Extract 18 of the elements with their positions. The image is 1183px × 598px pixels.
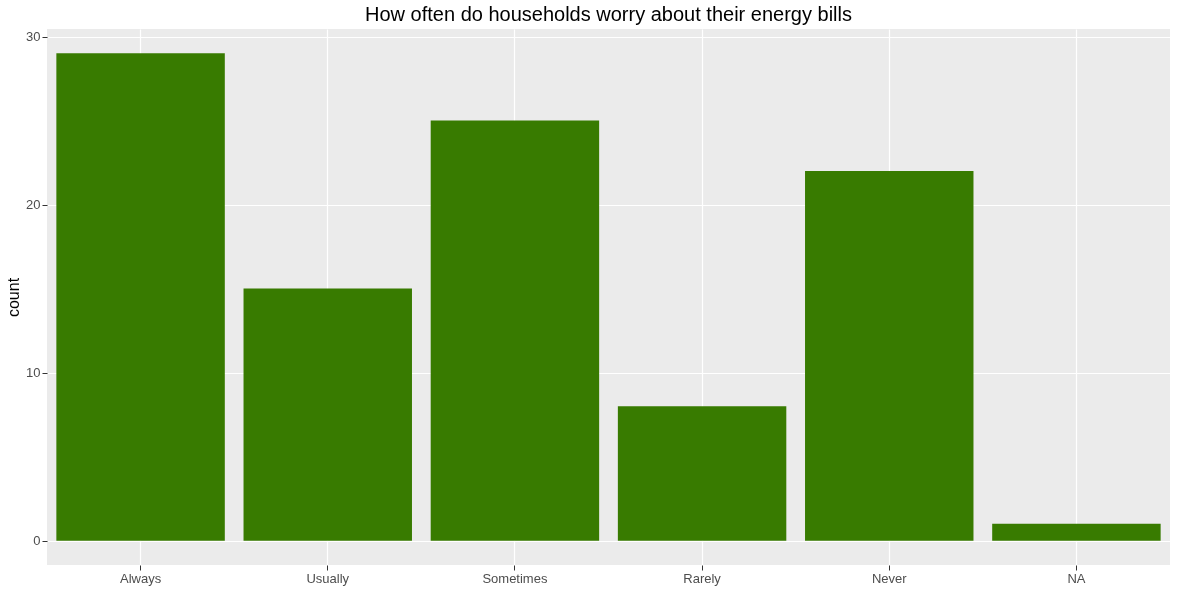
y-tick-label: 10 bbox=[26, 365, 41, 381]
bar bbox=[992, 523, 1161, 541]
chart-title: How often do households worry about their energy bills bbox=[365, 3, 852, 25]
x-tick-label: Rarely bbox=[683, 570, 722, 586]
y-tick-label: 30 bbox=[26, 29, 41, 45]
bar bbox=[243, 288, 412, 541]
bar bbox=[430, 120, 600, 541]
y-tick-label: 20 bbox=[26, 197, 41, 213]
x-tick-label: Never bbox=[871, 570, 908, 586]
x-tick-label: Usually bbox=[306, 570, 350, 586]
x-tick-label: NA bbox=[1067, 570, 1086, 586]
y-tick-label: 0 bbox=[33, 533, 41, 549]
x-tick-label: Always bbox=[119, 570, 162, 586]
x-tick-label: Sometimes bbox=[482, 570, 548, 586]
bar bbox=[617, 406, 787, 541]
bar bbox=[56, 53, 225, 541]
bar bbox=[805, 170, 974, 541]
y-axis-title: count bbox=[5, 277, 23, 318]
